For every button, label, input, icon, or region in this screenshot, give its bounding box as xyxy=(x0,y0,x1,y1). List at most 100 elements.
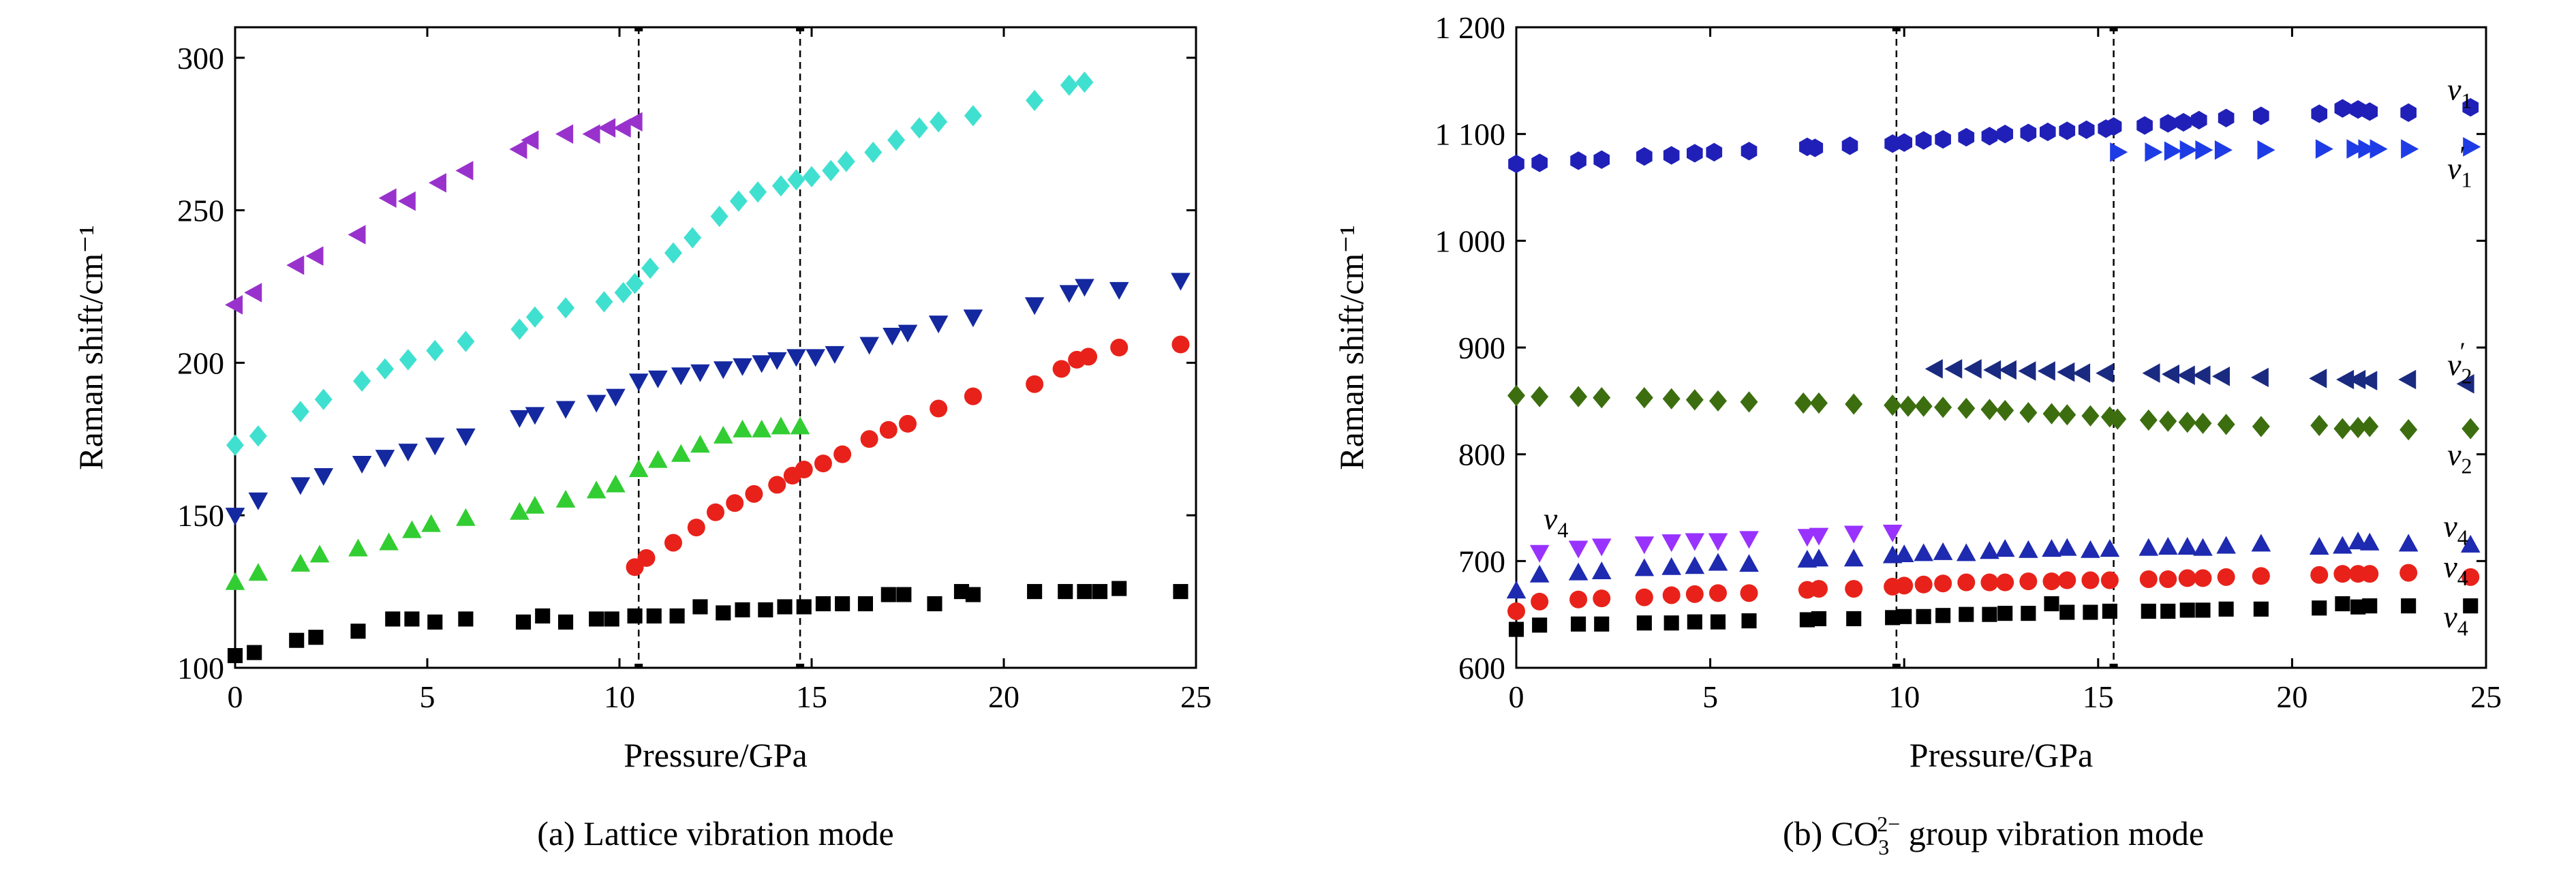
data-point xyxy=(309,544,330,563)
x-axis-label: Pressure/GPa xyxy=(624,736,807,774)
data-point xyxy=(2178,412,2196,433)
series-7-circle xyxy=(1507,564,2480,620)
data-point xyxy=(1593,589,1611,608)
data-point xyxy=(777,599,793,615)
data-point xyxy=(2161,364,2179,384)
data-point xyxy=(726,494,744,512)
data-point xyxy=(1708,533,1728,551)
data-point xyxy=(771,175,790,197)
series-6-square xyxy=(227,581,1189,664)
data-point xyxy=(457,330,475,352)
panel-caption: (b) CO32− group vibration mode xyxy=(1783,812,2204,859)
data-point xyxy=(1171,273,1191,291)
data-point xyxy=(790,416,810,435)
data-point xyxy=(2019,540,2038,558)
data-point xyxy=(2358,139,2376,159)
data-point xyxy=(1507,602,1525,620)
data-point xyxy=(692,599,708,615)
data-point xyxy=(2042,403,2061,425)
data-point xyxy=(290,477,311,495)
data-point xyxy=(1982,606,1997,622)
data-point xyxy=(2462,568,2480,586)
data-point xyxy=(1708,584,1727,602)
data-point xyxy=(425,437,445,456)
data-point xyxy=(2336,369,2355,390)
data-point xyxy=(2333,536,2352,554)
data-point xyxy=(1944,359,1963,379)
data-point xyxy=(348,225,366,245)
series-3-triangle-down xyxy=(225,273,1191,526)
data-point xyxy=(249,425,267,447)
series-8-square xyxy=(1508,596,2479,637)
data-point xyxy=(378,188,397,208)
data-point xyxy=(2096,363,2114,383)
data-point xyxy=(375,450,395,468)
data-point xyxy=(2217,568,2235,586)
data-point xyxy=(398,444,418,462)
data-point xyxy=(1173,584,1189,600)
data-point xyxy=(1739,554,1759,572)
data-point xyxy=(2252,567,2270,585)
data-point xyxy=(1531,386,1549,407)
y-tick-label: 700 xyxy=(1458,544,1505,579)
data-point xyxy=(2177,365,2195,386)
data-point xyxy=(733,419,752,437)
series-5-triangle-down xyxy=(1529,524,1903,563)
data-point xyxy=(752,419,771,437)
data-point xyxy=(2178,569,2196,587)
data-point xyxy=(2100,539,2120,557)
data-point xyxy=(2139,409,2158,431)
data-point xyxy=(2159,570,2177,588)
data-point xyxy=(557,297,575,319)
data-point xyxy=(2058,571,2076,589)
data-point xyxy=(671,367,691,386)
x-tick-label: 20 xyxy=(988,679,1019,714)
data-point xyxy=(2211,367,2230,386)
data-point xyxy=(1843,525,1864,544)
panel-co3-group-vibration: 0 5 10 15 20 25 600 700 800 900 1 000 1 100 1 200 Pre… xyxy=(1332,10,2502,859)
data-point xyxy=(2179,602,2195,618)
data-point xyxy=(859,337,879,355)
y-axis-label: Raman shift/cm⁻¹ xyxy=(1332,225,1370,470)
data-point xyxy=(2109,408,2127,430)
data-point xyxy=(2057,362,2075,382)
data-point xyxy=(1052,360,1071,378)
data-point xyxy=(1075,71,1094,93)
data-point xyxy=(2018,361,2036,381)
data-point xyxy=(350,624,366,639)
data-point xyxy=(2370,139,2388,159)
data-point xyxy=(1634,558,1655,576)
data-point xyxy=(2042,572,2061,591)
data-point xyxy=(2456,373,2474,394)
data-point xyxy=(2019,572,2038,591)
data-point xyxy=(606,474,626,493)
data-point xyxy=(786,349,806,367)
series-2-diamond xyxy=(226,71,1094,456)
data-point xyxy=(822,159,840,181)
y-tick-label: 800 xyxy=(1458,437,1505,472)
data-point xyxy=(930,399,948,418)
data-point xyxy=(1845,580,1863,598)
phase-line-cap xyxy=(2109,27,2118,31)
data-point xyxy=(2102,603,2117,619)
data-point xyxy=(248,492,269,510)
data-point xyxy=(1935,608,1951,624)
data-point xyxy=(525,407,545,425)
data-point xyxy=(1026,375,1044,393)
data-point xyxy=(2037,361,2055,381)
data-point xyxy=(964,387,982,405)
data-point xyxy=(1075,279,1094,297)
data-point xyxy=(2257,140,2275,160)
data-point xyxy=(525,495,545,514)
data-point xyxy=(637,549,656,567)
data-point xyxy=(2192,365,2211,386)
data-point xyxy=(2398,369,2417,390)
data-point xyxy=(1797,529,1818,547)
data-point xyxy=(814,455,832,473)
data-point xyxy=(2177,537,2198,555)
data-point xyxy=(595,291,613,313)
data-point xyxy=(248,563,269,581)
data-point xyxy=(627,608,643,624)
data-point xyxy=(598,118,616,138)
data-point xyxy=(735,602,750,618)
